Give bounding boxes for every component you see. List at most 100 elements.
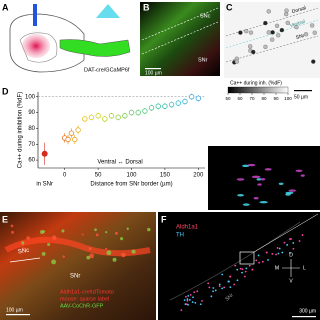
cell [276, 33, 281, 38]
cell [210, 295, 213, 298]
cell [126, 227, 129, 230]
data-point [72, 136, 78, 143]
x-tick-label: 0 [63, 173, 67, 179]
cell [51, 235, 57, 240]
data-point [102, 116, 108, 122]
cell [292, 242, 295, 244]
y-tick-label: 80 [28, 126, 35, 132]
cell [285, 20, 290, 25]
panel-c-image [224, 2, 320, 92]
panel-label: B [143, 2, 150, 12]
cell [239, 267, 242, 270]
data-point [188, 94, 195, 100]
cell [207, 282, 210, 285]
region-label: Ventral [289, 19, 306, 29]
cell [236, 279, 239, 282]
cell [285, 191, 294, 195]
cell [214, 289, 217, 292]
cell [259, 201, 268, 204]
cell [301, 234, 304, 236]
cell [298, 240, 301, 242]
cell [264, 168, 272, 171]
cell [218, 285, 221, 288]
cell [105, 247, 108, 250]
data-point [148, 105, 155, 111]
cell [242, 164, 250, 168]
cell [253, 197, 259, 200]
y-tick-label: 60 [28, 158, 35, 164]
panel-e-image [0, 212, 156, 320]
panel-f-image [158, 212, 320, 320]
colorbar-tick-label: 90 [273, 96, 279, 101]
x-tick-label: 50 [95, 173, 102, 179]
compass-label: M [275, 265, 279, 271]
cell [212, 287, 215, 289]
y-tick-label: 100 [25, 94, 36, 100]
cell [251, 49, 256, 55]
panel-label: F [161, 214, 167, 224]
cell [88, 247, 92, 251]
colorbar-tick-label: 50 [225, 96, 231, 101]
legend-label: AAV-CoChR-GFP [60, 303, 104, 309]
cell [121, 252, 126, 258]
cell [271, 253, 274, 255]
cell [189, 293, 192, 296]
cell [201, 299, 203, 302]
cell [183, 299, 186, 302]
cell [288, 238, 291, 240]
cell [196, 290, 199, 293]
cell [309, 23, 315, 28]
annotation: in SNr [36, 182, 53, 188]
inset-image [208, 146, 320, 210]
x-tick-label: 100 [127, 173, 138, 179]
scale-label: 300 µm [299, 308, 316, 314]
cell [21, 243, 25, 246]
cell [61, 229, 65, 233]
cell [187, 303, 189, 306]
data-point [115, 114, 121, 121]
cell [248, 264, 251, 267]
region-label: SNr [198, 57, 208, 63]
cell [188, 298, 191, 301]
y-tick-label: 90 [28, 110, 35, 116]
cell [114, 231, 118, 235]
panel-label: A [2, 2, 9, 12]
colorbar-tick-label: 70 [249, 96, 255, 101]
cell [278, 182, 284, 185]
cell [241, 271, 243, 274]
cell [191, 301, 194, 304]
cell [257, 254, 260, 257]
scale-label: 50 µm [294, 94, 308, 100]
cell [184, 303, 187, 306]
cell [261, 260, 264, 263]
cell [41, 251, 46, 256]
cell [180, 309, 183, 312]
legend-label: mouse: sparse label [60, 296, 109, 302]
cell [95, 233, 99, 237]
cell [270, 37, 275, 42]
scale-label: 100 µm [145, 70, 162, 76]
cell [229, 275, 231, 278]
cell [258, 261, 261, 264]
data-point [41, 150, 48, 157]
cell [10, 224, 14, 228]
cell [62, 255, 65, 258]
cell [279, 27, 285, 33]
cell [21, 247, 25, 251]
y-axis-label: Ca++ during inhibition (%dF) [18, 92, 24, 168]
data-point [168, 101, 175, 108]
data-point [88, 114, 95, 121]
data-point [182, 98, 188, 105]
cell [11, 230, 14, 234]
cell [295, 169, 303, 173]
panel-label: D [2, 86, 9, 96]
cell [276, 247, 279, 249]
y-tick-label: 70 [28, 142, 35, 148]
colorbar-tick-label: 100 [284, 96, 292, 101]
panel-a-drawing [9, 4, 131, 73]
compass-label: D [289, 252, 293, 258]
cell [234, 59, 239, 64]
region-label: SNr [224, 292, 235, 302]
cell [86, 255, 91, 260]
